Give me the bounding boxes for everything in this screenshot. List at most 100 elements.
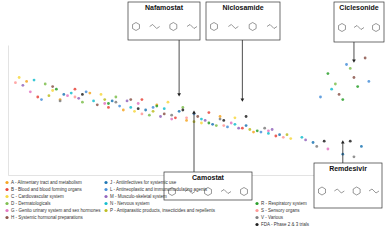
point bbox=[141, 98, 144, 101]
molecule-ring bbox=[241, 188, 248, 196]
point bbox=[304, 139, 307, 142]
legend-marker bbox=[5, 202, 8, 205]
point bbox=[319, 96, 322, 99]
point bbox=[85, 90, 88, 93]
molecule-bond bbox=[221, 190, 231, 194]
point bbox=[364, 57, 367, 60]
point bbox=[40, 98, 43, 101]
point bbox=[330, 88, 333, 91]
point bbox=[267, 132, 270, 135]
point bbox=[111, 100, 114, 103]
callout-box bbox=[128, 2, 200, 40]
legend-marker bbox=[104, 202, 107, 205]
point bbox=[163, 113, 166, 116]
point bbox=[338, 93, 341, 96]
point bbox=[245, 124, 248, 127]
molecule-bond bbox=[354, 26, 364, 30]
legend-marker bbox=[255, 202, 258, 205]
legend-label: N - Nervous system bbox=[110, 201, 150, 206]
point bbox=[230, 122, 233, 125]
point bbox=[51, 89, 54, 92]
legend-marker bbox=[255, 223, 258, 226]
legend-marker bbox=[104, 181, 107, 184]
point bbox=[263, 127, 266, 130]
axis-line bbox=[8, 46, 9, 176]
point bbox=[74, 96, 77, 99]
point bbox=[200, 122, 203, 125]
points bbox=[14, 57, 370, 159]
point bbox=[286, 133, 289, 136]
point bbox=[219, 118, 222, 121]
legend-label: S - Sensory organs bbox=[261, 208, 300, 213]
molecule-ring bbox=[249, 23, 256, 31]
molecule-ring bbox=[170, 23, 177, 31]
point bbox=[74, 88, 77, 91]
annotations: NafamostatNiclosamideCiclesonideCamostat… bbox=[128, 2, 384, 208]
molecule-bond bbox=[267, 25, 277, 29]
point bbox=[178, 110, 181, 113]
point bbox=[360, 145, 363, 148]
point bbox=[185, 119, 188, 122]
point bbox=[29, 90, 32, 93]
callout-box bbox=[334, 2, 384, 42]
point bbox=[356, 85, 359, 88]
chart: NafamostatNiclosamideCiclesonideCamostat… bbox=[0, 0, 386, 234]
point bbox=[163, 107, 166, 110]
legend-marker bbox=[104, 209, 107, 212]
point bbox=[170, 118, 173, 121]
point bbox=[234, 116, 237, 119]
callout-arrow bbox=[353, 42, 354, 61]
point bbox=[312, 141, 315, 144]
callout-label: Remdesivir bbox=[329, 165, 367, 172]
point bbox=[267, 129, 270, 132]
point bbox=[44, 83, 47, 86]
point bbox=[144, 109, 147, 112]
callout-arrow bbox=[179, 40, 180, 94]
molecule-ring bbox=[211, 23, 218, 31]
molecule-bond bbox=[228, 25, 238, 29]
point bbox=[118, 105, 121, 108]
y-axis bbox=[8, 46, 9, 176]
legend-label: C - Cardiovascular system bbox=[11, 194, 64, 199]
legend-label: B - Blood and blood forming organs bbox=[11, 187, 83, 192]
point bbox=[181, 106, 184, 109]
arrow-head bbox=[192, 110, 196, 113]
arrow-head bbox=[240, 99, 244, 102]
point bbox=[66, 94, 69, 97]
callout-label: Camostat bbox=[192, 174, 225, 181]
point bbox=[129, 98, 132, 101]
point bbox=[289, 137, 292, 140]
legend-label: V - Various bbox=[261, 215, 284, 220]
point bbox=[215, 124, 218, 127]
point bbox=[349, 140, 352, 143]
point bbox=[234, 123, 237, 126]
legend-label: FDA - Phase 2 & 3 trials bbox=[261, 222, 310, 227]
point bbox=[77, 97, 80, 100]
point bbox=[100, 93, 103, 96]
callout-label: Niclosamide bbox=[222, 4, 263, 11]
legend-label: P - Antiparasitic products, insecticides… bbox=[110, 208, 216, 213]
callout-arrow bbox=[242, 40, 243, 100]
point bbox=[353, 155, 356, 158]
callout-arrow bbox=[194, 113, 195, 172]
point bbox=[114, 101, 117, 104]
point bbox=[327, 72, 330, 75]
point bbox=[200, 118, 203, 121]
point bbox=[278, 133, 281, 136]
legend-label: R - Respiratory system bbox=[261, 201, 307, 206]
point bbox=[274, 135, 277, 138]
point bbox=[122, 109, 125, 112]
legend-marker bbox=[5, 209, 8, 212]
point bbox=[152, 106, 155, 109]
point bbox=[137, 102, 140, 105]
point bbox=[248, 128, 251, 131]
legend-marker bbox=[5, 195, 8, 198]
point bbox=[159, 115, 162, 118]
point bbox=[107, 102, 110, 105]
point bbox=[219, 115, 222, 118]
callout-arrow bbox=[342, 143, 343, 164]
point bbox=[211, 123, 214, 126]
point bbox=[70, 92, 73, 95]
point bbox=[282, 136, 285, 139]
point bbox=[81, 101, 84, 104]
